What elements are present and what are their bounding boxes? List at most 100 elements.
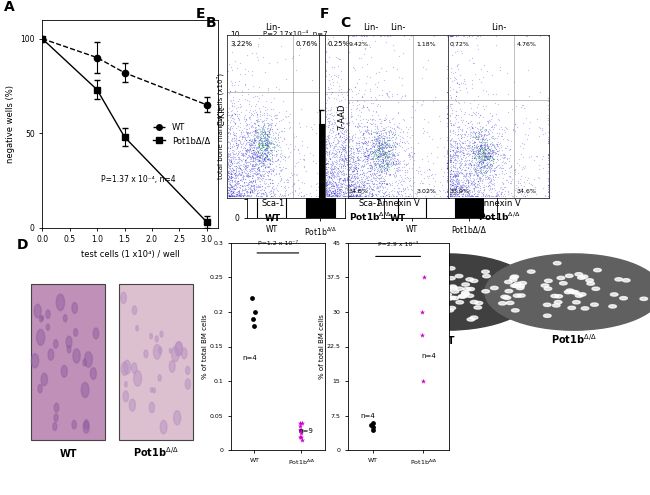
Point bbox=[488, 158, 499, 166]
Ellipse shape bbox=[123, 391, 129, 402]
Point bbox=[266, 119, 277, 127]
Point bbox=[247, 152, 257, 160]
Ellipse shape bbox=[125, 382, 127, 387]
Point bbox=[346, 169, 357, 177]
Point bbox=[339, 152, 349, 160]
Point bbox=[346, 171, 357, 179]
Point bbox=[322, 167, 332, 175]
Point bbox=[450, 167, 461, 175]
Point bbox=[266, 147, 276, 154]
Point bbox=[242, 133, 252, 141]
Point bbox=[257, 131, 268, 139]
Point bbox=[419, 127, 429, 135]
Point bbox=[452, 152, 463, 160]
Point bbox=[376, 145, 386, 153]
Point bbox=[422, 118, 433, 126]
Point bbox=[488, 154, 498, 162]
Point bbox=[515, 103, 526, 111]
Point bbox=[245, 146, 255, 153]
Point bbox=[326, 150, 336, 158]
Point bbox=[325, 164, 335, 172]
Point bbox=[359, 181, 369, 189]
Point bbox=[445, 156, 456, 164]
Point bbox=[366, 162, 376, 170]
Point bbox=[383, 163, 393, 171]
Point bbox=[455, 140, 465, 148]
Point bbox=[323, 186, 333, 194]
Point bbox=[482, 140, 492, 148]
Point bbox=[396, 177, 406, 185]
Point bbox=[257, 91, 268, 99]
Point bbox=[231, 177, 242, 185]
Point bbox=[247, 149, 257, 157]
Point bbox=[227, 101, 237, 109]
Point bbox=[262, 148, 272, 156]
Point bbox=[360, 144, 370, 152]
Point bbox=[365, 154, 376, 162]
Point bbox=[350, 114, 361, 122]
Point bbox=[374, 131, 384, 139]
Point bbox=[252, 164, 263, 172]
Point bbox=[460, 117, 471, 125]
Point bbox=[372, 159, 382, 167]
Ellipse shape bbox=[186, 366, 190, 374]
Point bbox=[252, 110, 263, 118]
Point bbox=[346, 181, 356, 189]
Point bbox=[445, 185, 456, 193]
Point bbox=[259, 155, 270, 163]
Point bbox=[465, 128, 475, 136]
Point bbox=[398, 128, 408, 136]
Point bbox=[344, 121, 354, 129]
Point bbox=[334, 168, 345, 176]
Point bbox=[489, 184, 499, 192]
Point bbox=[231, 170, 242, 178]
Point bbox=[260, 161, 270, 169]
Point bbox=[376, 179, 387, 187]
Circle shape bbox=[445, 297, 453, 300]
Point bbox=[259, 130, 269, 138]
Point bbox=[266, 137, 277, 145]
Point bbox=[452, 140, 462, 148]
Point bbox=[484, 150, 494, 158]
Point bbox=[359, 135, 369, 143]
Point bbox=[345, 164, 356, 172]
Point bbox=[445, 121, 456, 129]
Point bbox=[406, 185, 416, 193]
Point bbox=[375, 156, 385, 164]
Point bbox=[374, 179, 385, 187]
Point bbox=[260, 154, 270, 162]
Point bbox=[259, 186, 269, 194]
Point bbox=[289, 145, 299, 153]
Point bbox=[479, 163, 489, 171]
Point bbox=[367, 185, 377, 193]
Point bbox=[376, 180, 387, 188]
Point bbox=[349, 163, 359, 171]
Point bbox=[341, 158, 352, 166]
Point bbox=[349, 143, 359, 151]
Point bbox=[543, 120, 553, 128]
Point bbox=[452, 186, 463, 194]
Point bbox=[357, 92, 367, 100]
Point bbox=[258, 124, 268, 132]
Point bbox=[333, 138, 343, 146]
Point bbox=[245, 178, 255, 186]
Point bbox=[357, 166, 367, 174]
Point bbox=[365, 132, 375, 140]
Point bbox=[324, 190, 334, 198]
Point bbox=[362, 185, 372, 193]
Point bbox=[348, 193, 358, 200]
Point bbox=[349, 131, 359, 139]
Point bbox=[338, 193, 348, 200]
Point bbox=[483, 148, 493, 156]
Point bbox=[241, 148, 252, 155]
Point bbox=[452, 171, 462, 179]
Point bbox=[361, 32, 371, 40]
Point bbox=[281, 75, 291, 83]
Point bbox=[267, 193, 278, 200]
Circle shape bbox=[503, 296, 511, 299]
Point bbox=[445, 179, 456, 187]
Point bbox=[346, 148, 356, 156]
Point bbox=[473, 142, 484, 149]
Point bbox=[350, 183, 361, 191]
Point bbox=[328, 171, 339, 179]
